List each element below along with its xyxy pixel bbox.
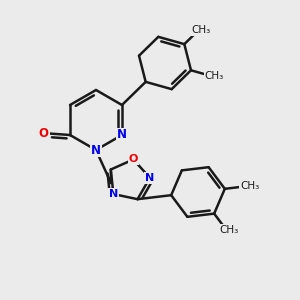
Text: CH₃: CH₃ xyxy=(205,71,224,81)
Text: N: N xyxy=(91,143,101,157)
Text: CH₃: CH₃ xyxy=(192,25,211,35)
Text: N: N xyxy=(109,189,118,199)
Text: N: N xyxy=(117,128,127,142)
Text: O: O xyxy=(129,154,138,164)
Text: O: O xyxy=(39,127,49,140)
Text: CH₃: CH₃ xyxy=(219,225,239,235)
Text: CH₃: CH₃ xyxy=(240,182,259,191)
Text: N: N xyxy=(145,173,154,183)
